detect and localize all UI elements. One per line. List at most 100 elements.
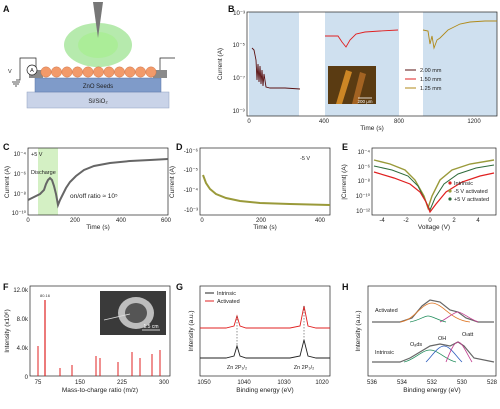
y-tick-b-3: 10⁻⁷ (233, 75, 245, 82)
panel-letter-b: B (228, 4, 235, 14)
electrode-left (29, 70, 43, 78)
spectrum-peaks (37, 300, 161, 376)
shade-3 (423, 12, 497, 116)
y-tick-b-1: 10⁻³ (233, 11, 245, 17)
circuit-wire-right (159, 57, 175, 70)
panel-letter-f: F (3, 282, 9, 292)
x-tick-c-4: 600 (161, 218, 172, 224)
x-label-d: Time (s) (253, 224, 277, 231)
panel-c: C +5 V Discharge on/off ratio ≈ 10⁵ 10⁻⁴… (3, 142, 172, 231)
spectrum-intrinsic (200, 339, 330, 359)
inset-wire-2 (352, 72, 366, 104)
x-label-g: Binding energy (eV) (236, 387, 293, 394)
fit-h-act-3 (409, 315, 447, 323)
fit-h-int-3 (445, 341, 473, 363)
zno-seed-layer (34, 77, 162, 93)
y-tick-f-1: 0 (25, 375, 29, 381)
inset-wire (336, 70, 352, 104)
current-trace-c (27, 158, 169, 209)
panel-h: H Activated Intrinsic Oₐds OH Oₗatt 536 … (342, 282, 498, 394)
panel-letter-e: E (342, 142, 348, 152)
x-tick-h-2: 534 (397, 380, 408, 386)
trace-150mm (325, 29, 399, 48)
axes-frame (246, 11, 498, 117)
ratio-text: on/off ratio ≈ 10⁵ (70, 193, 118, 200)
instrument-needle (103, 313, 131, 321)
y-tick-f-2: 4.0k (17, 346, 29, 352)
x-tick-c-2: 200 (70, 218, 81, 224)
y-tick-e-4: 10⁻¹⁰ (356, 193, 371, 200)
bias-label-d: -5 V (300, 156, 310, 162)
y-tick-d-3: -10⁻⁴ (184, 187, 199, 194)
inset-scale-label: 200 μm (357, 99, 372, 104)
seeds-label: ZnO Seeds (83, 84, 113, 90)
legend-e: Intrinsic -5 V activated +5 V activated (448, 181, 489, 203)
ammeter-label: A (30, 68, 34, 74)
zno-particle (51, 66, 62, 78)
x-label-b: Time (s) (360, 125, 384, 132)
y-tick-c-4: 10⁻¹⁰ (12, 210, 27, 217)
x-tick-g-2: 1040 (237, 380, 251, 386)
x-tick-e-5: 4 (476, 218, 480, 224)
x-tick-h-1: 536 (367, 380, 378, 386)
y-tick-e-1: 10⁻⁴ (358, 149, 371, 156)
panel-letter-a: A (3, 4, 10, 14)
y-label-g: Intensity (a.u.) (188, 310, 195, 351)
panel-letter-d: D (176, 142, 183, 152)
y-tick-d-2: -10⁻⁵ (184, 167, 199, 174)
x-tick-b-1: 0 (247, 119, 251, 125)
spectrum-activated (200, 305, 330, 329)
x-tick-g-1: 1050 (197, 380, 211, 386)
zno-particle (135, 66, 146, 78)
x-tick-f-3: 225 (117, 380, 128, 386)
fit-h-act-2 (439, 311, 479, 323)
electrode-right (153, 70, 167, 78)
x-label-c: Time (s) (86, 224, 110, 231)
y-tick-c-2: 10⁻⁶ (14, 171, 27, 178)
axes-frame-c (27, 147, 169, 216)
x-label-f: Mass-to-charge ratio (m/z) (62, 387, 138, 394)
label-zn-2p12: Zn 2P₁/₂ (227, 365, 247, 371)
y-label-d: Current (A) (169, 166, 176, 198)
voltage-label: V (8, 69, 12, 75)
zno-particle (145, 66, 157, 78)
panel-letter-h: H (342, 282, 349, 292)
x-tick-d-1: 0 (200, 218, 204, 224)
legend-g-2: Activated (217, 299, 240, 305)
x-tick-e-2: -2 (403, 218, 409, 224)
label-activated: Activated (375, 308, 398, 314)
discharge-label: Discharge (31, 170, 56, 176)
substrate-label: Si/SiO₂ (88, 99, 108, 105)
x-tick-h-3: 532 (427, 380, 438, 386)
y-label-b: Current (A) (217, 48, 224, 80)
x-tick-b-2: 400 (319, 119, 330, 125)
zno-particle (82, 66, 94, 78)
label-oads: Oₐds (410, 342, 422, 348)
inset-scale-label-f: 1.5 cm (143, 324, 158, 330)
y-label-h: Intensity (a.u.) (355, 310, 362, 351)
ammeter-icon (26, 64, 38, 76)
y-tick-d-1: -10⁻⁶ (184, 148, 199, 155)
x-tick-g-3: 1030 (277, 380, 291, 386)
fit-h-int-2 (425, 345, 463, 363)
axes-frame-h (367, 285, 497, 377)
x-tick-d-3: 400 (315, 218, 326, 224)
curve-intrinsic (373, 171, 495, 214)
x-label-e: Voltage (V) (418, 224, 450, 231)
probe-tip (93, 2, 103, 38)
legend-dot-3 (448, 197, 452, 201)
bias-label-c: +5 V (31, 152, 43, 158)
zno-particle (124, 66, 136, 78)
label-zn-2p32: Zn 2P₃/₂ (294, 365, 315, 371)
x-tick-c-3: 400 (116, 218, 127, 224)
x-tick-b-4: 1200 (467, 119, 481, 125)
peak-main-label: 80.16 (40, 293, 51, 298)
curve-pos5 (373, 164, 495, 212)
zno-particle (93, 66, 104, 78)
label-oh: OH (438, 336, 446, 342)
x-label-h: Binding energy (eV) (403, 387, 460, 394)
y-label-f: Intensity (x10⁶) (4, 309, 11, 353)
legend-label-1: 2.00 mm (420, 68, 442, 74)
y-tick-e-2: 10⁻⁶ (358, 164, 371, 171)
